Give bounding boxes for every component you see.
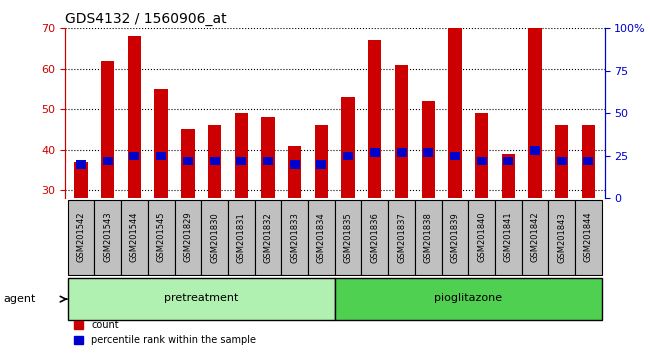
Text: GSM201829: GSM201829 — [183, 212, 192, 263]
Bar — [101, 61, 114, 198]
Text: GSM201830: GSM201830 — [210, 212, 219, 263]
Bar — [290, 160, 300, 169]
FancyBboxPatch shape — [335, 278, 602, 320]
Text: pretreatment: pretreatment — [164, 293, 239, 303]
FancyBboxPatch shape — [281, 200, 308, 275]
FancyBboxPatch shape — [255, 200, 281, 275]
FancyBboxPatch shape — [94, 200, 121, 275]
Text: GSM201834: GSM201834 — [317, 212, 326, 263]
Bar — [341, 97, 355, 198]
FancyBboxPatch shape — [388, 200, 415, 275]
Bar — [128, 36, 141, 198]
FancyBboxPatch shape — [148, 200, 174, 275]
Bar — [422, 101, 435, 198]
FancyBboxPatch shape — [441, 200, 468, 275]
Bar — [450, 152, 460, 160]
Bar — [423, 148, 434, 156]
Text: GSM201833: GSM201833 — [290, 212, 299, 263]
Bar — [208, 125, 221, 198]
FancyBboxPatch shape — [361, 200, 388, 275]
Text: GSM201837: GSM201837 — [397, 212, 406, 263]
Bar — [502, 154, 515, 198]
Bar — [235, 113, 248, 198]
Text: GSM201832: GSM201832 — [263, 212, 272, 263]
FancyBboxPatch shape — [121, 200, 148, 275]
Text: GSM201835: GSM201835 — [344, 212, 352, 263]
Text: GSM201842: GSM201842 — [530, 212, 540, 263]
Bar — [475, 113, 488, 198]
Text: pioglitazone: pioglitazone — [434, 293, 502, 303]
FancyBboxPatch shape — [575, 200, 602, 275]
Text: GSM201841: GSM201841 — [504, 212, 513, 263]
Text: GSM201542: GSM201542 — [77, 212, 86, 262]
FancyBboxPatch shape — [308, 200, 335, 275]
Bar — [368, 40, 382, 198]
Bar — [209, 156, 220, 165]
Bar — [476, 156, 487, 165]
Bar — [103, 156, 112, 165]
FancyBboxPatch shape — [228, 200, 255, 275]
FancyBboxPatch shape — [68, 278, 335, 320]
Bar — [582, 125, 595, 198]
FancyBboxPatch shape — [549, 200, 575, 275]
Text: GSM201544: GSM201544 — [130, 212, 139, 262]
Bar — [396, 148, 406, 156]
Bar — [584, 156, 593, 165]
Text: GSM201836: GSM201836 — [370, 212, 380, 263]
Bar — [76, 160, 86, 169]
Bar — [370, 148, 380, 156]
FancyBboxPatch shape — [522, 200, 549, 275]
Bar — [343, 152, 353, 160]
FancyBboxPatch shape — [335, 200, 361, 275]
Text: GSM201545: GSM201545 — [157, 212, 166, 262]
Bar — [129, 152, 140, 160]
Text: GSM201831: GSM201831 — [237, 212, 246, 263]
Bar — [395, 65, 408, 198]
Text: GSM201838: GSM201838 — [424, 212, 433, 263]
Bar — [557, 156, 567, 165]
Bar — [448, 28, 461, 198]
Text: GSM201543: GSM201543 — [103, 212, 112, 263]
Bar — [528, 28, 541, 198]
Text: GSM201840: GSM201840 — [477, 212, 486, 263]
Bar — [530, 147, 540, 155]
Text: GDS4132 / 1560906_at: GDS4132 / 1560906_at — [65, 12, 227, 26]
Bar — [503, 156, 514, 165]
Bar — [236, 156, 246, 165]
Bar — [261, 117, 275, 198]
Bar — [155, 89, 168, 198]
Text: GSM201844: GSM201844 — [584, 212, 593, 263]
FancyBboxPatch shape — [415, 200, 441, 275]
FancyBboxPatch shape — [495, 200, 522, 275]
Bar — [183, 156, 193, 165]
Bar — [156, 152, 166, 160]
Bar — [555, 125, 569, 198]
FancyBboxPatch shape — [68, 200, 94, 275]
Bar — [317, 160, 326, 169]
Bar — [288, 145, 302, 198]
Bar — [263, 156, 273, 165]
Bar — [181, 130, 194, 198]
Bar — [74, 162, 88, 198]
Bar — [315, 125, 328, 198]
Text: GSM201839: GSM201839 — [450, 212, 460, 263]
Text: GSM201843: GSM201843 — [557, 212, 566, 263]
Text: agent: agent — [3, 294, 36, 304]
Legend: count, percentile rank within the sample: count, percentile rank within the sample — [70, 316, 260, 349]
FancyBboxPatch shape — [174, 200, 202, 275]
FancyBboxPatch shape — [468, 200, 495, 275]
FancyBboxPatch shape — [202, 200, 228, 275]
